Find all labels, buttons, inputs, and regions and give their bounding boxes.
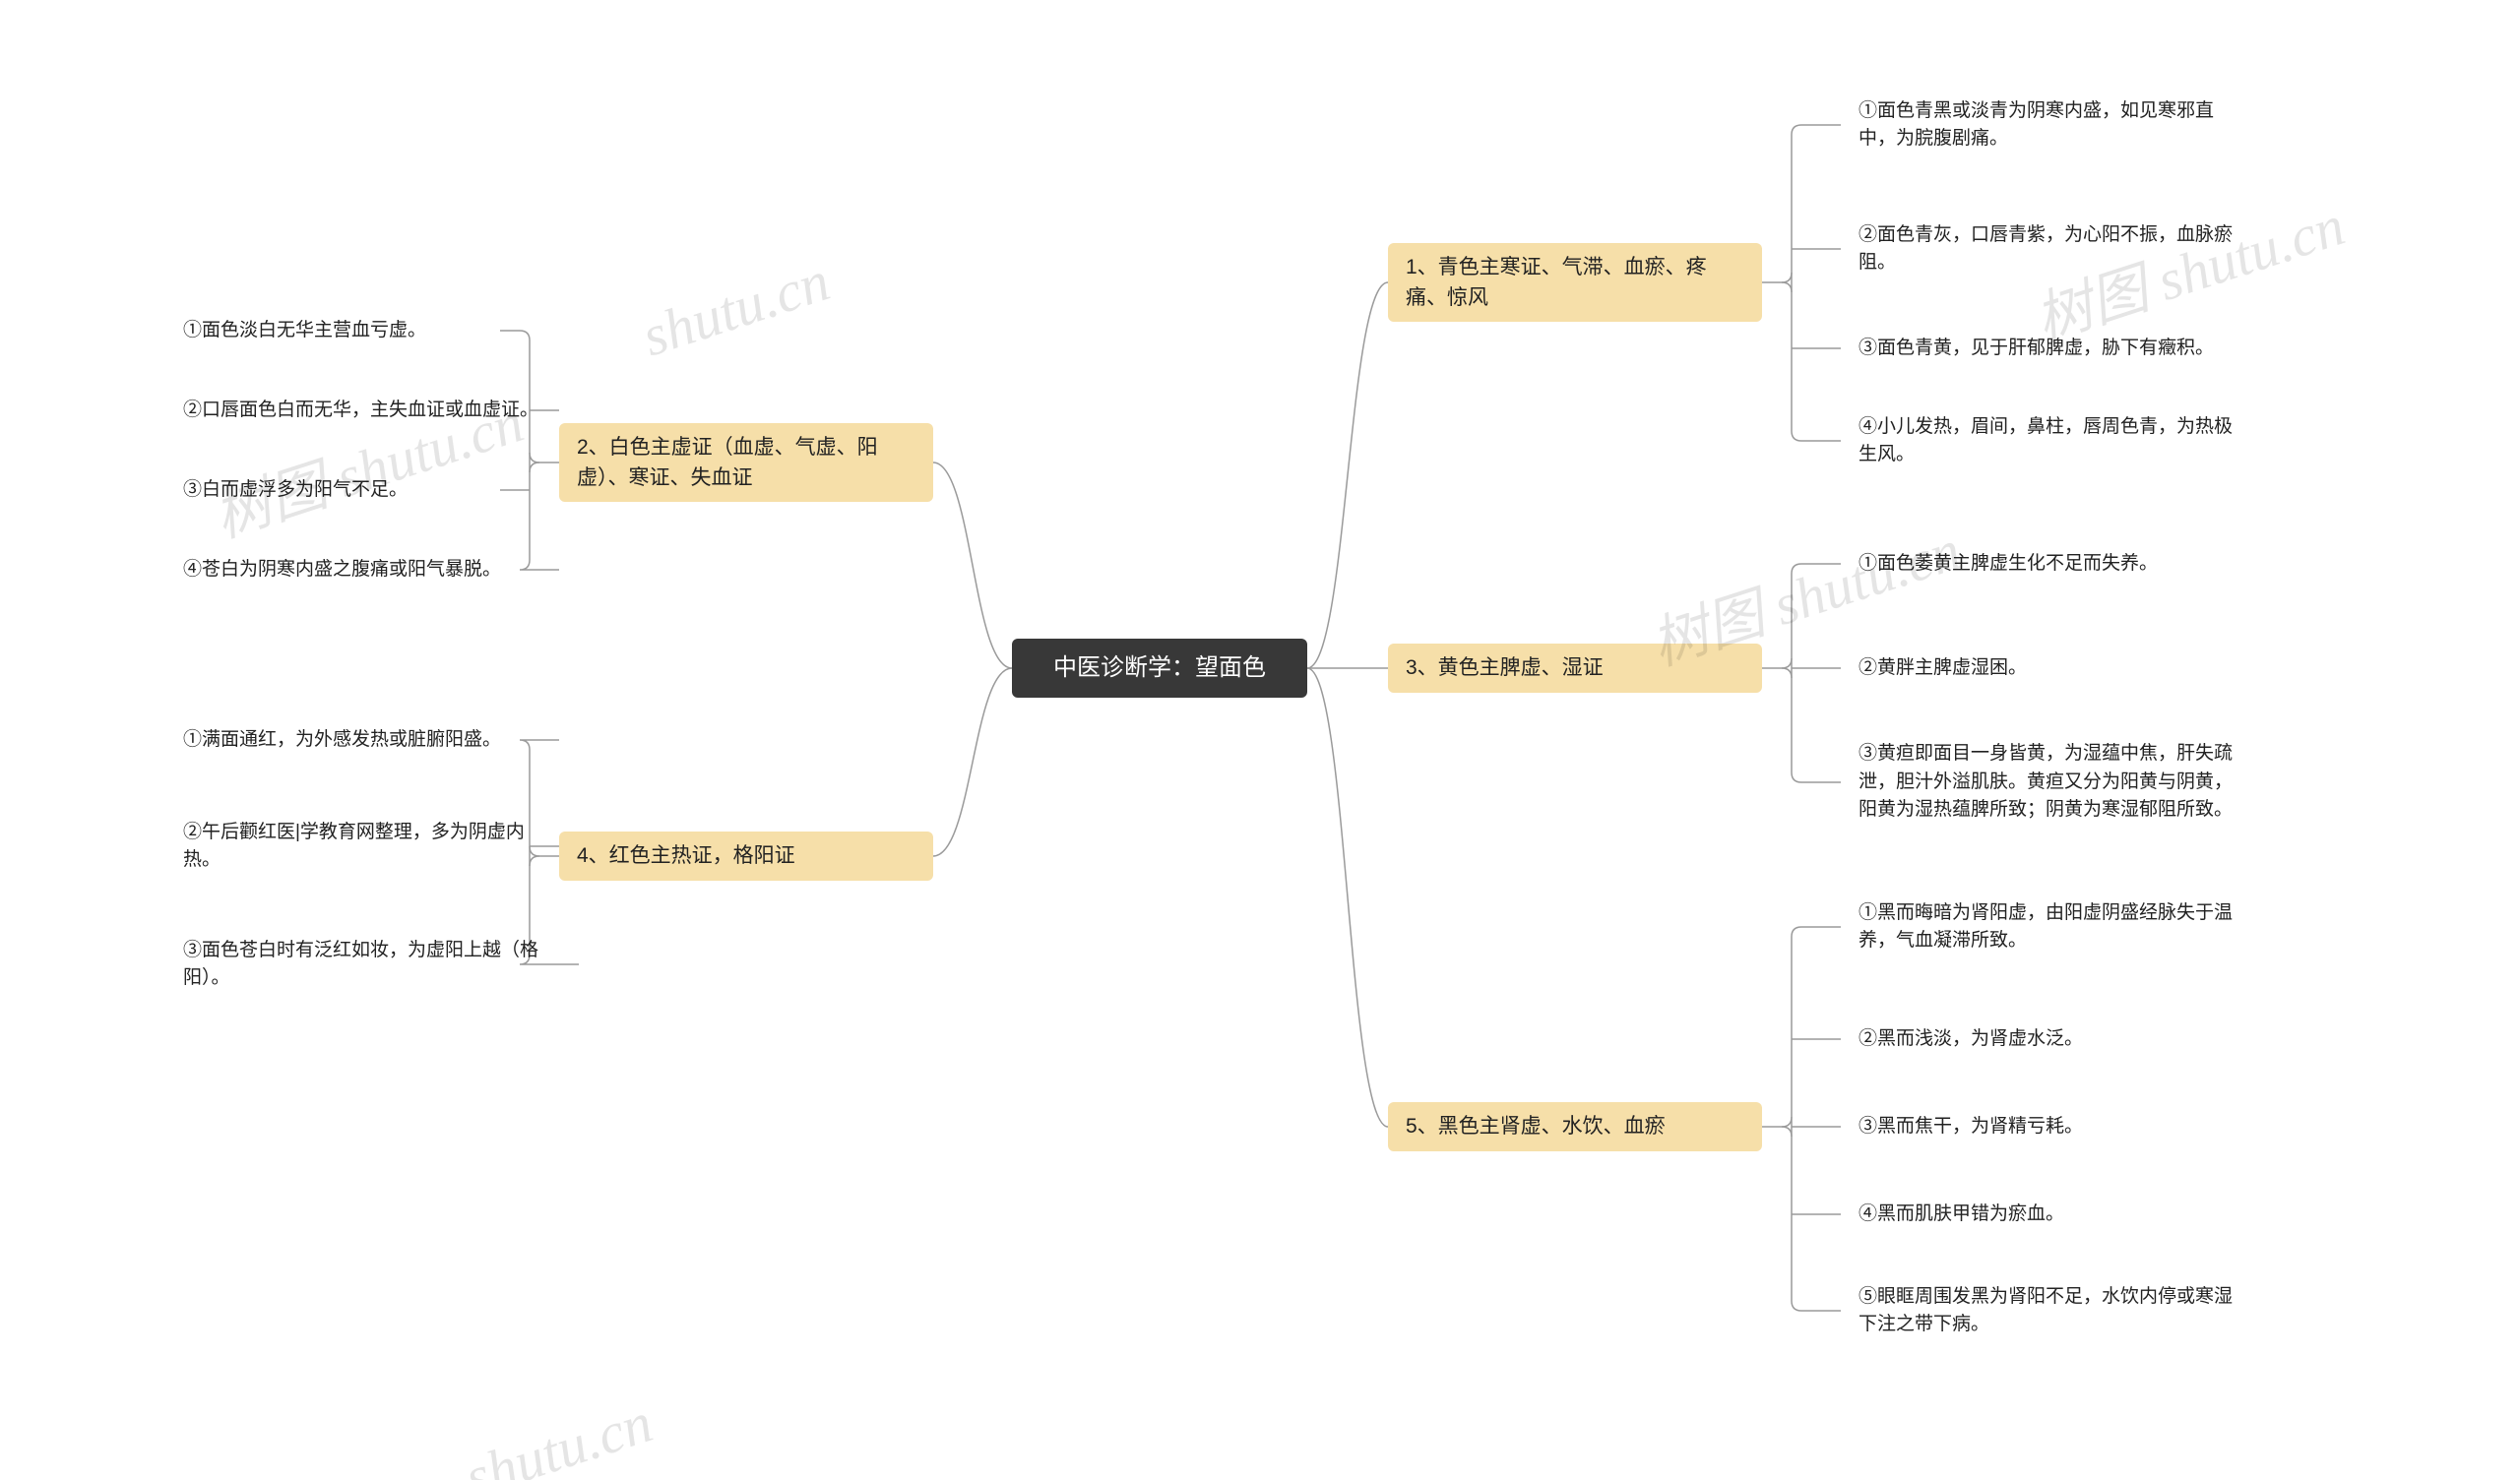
branch-b1[interactable]: 1、青色主寒证、气滞、血瘀、疼痛、惊风 bbox=[1388, 243, 1762, 322]
leaf-b5l2[interactable]: ②黑而浅淡，为肾虚水泛。 bbox=[1841, 1021, 2264, 1057]
leaf-b1l2[interactable]: ②面色青灰，口唇青紫，为心阳不振，血脉瘀阻。 bbox=[1841, 219, 2264, 278]
leaf-b3l1[interactable]: ①面色萎黄主脾虚生化不足而失养。 bbox=[1841, 546, 2264, 582]
leaf-b2l4[interactable]: ④苍白为阴寒内盛之腹痛或阳气暴脱。 bbox=[165, 552, 559, 587]
leaf-b1l1[interactable]: ①面色青黑或淡青为阴寒内盛，如见寒邪直中，为脘腹剧痛。 bbox=[1841, 95, 2264, 154]
leaf-b2l2[interactable]: ②口唇面色白而无华，主失血证或血虚证。 bbox=[165, 393, 559, 428]
leaf-b4l1[interactable]: ①满面通红，为外感发热或脏腑阳盛。 bbox=[165, 722, 559, 758]
leaf-b5l1[interactable]: ①黑而晦暗为肾阳虚，由阳虚阴盛经脉失于温养，气血凝滞所致。 bbox=[1841, 897, 2264, 956]
watermark-4: shutu.cn bbox=[457, 1389, 660, 1480]
branch-b2[interactable]: 2、白色主虚证（血虚、气虚、阳虚）、寒证、失血证 bbox=[559, 423, 933, 502]
leaf-b1l4[interactable]: ④小儿发热，眉间，鼻柱，唇周色青，为热极生风。 bbox=[1841, 411, 2264, 470]
branch-b5[interactable]: 5、黑色主肾虚、水饮、血瘀 bbox=[1388, 1102, 1762, 1151]
leaf-b4l2[interactable]: ②午后颧红医|学教育网整理，多为阴虚内热。 bbox=[165, 817, 579, 876]
leaf-b3l3[interactable]: ③黄疸即面目一身皆黄，为湿蕴中焦，肝失疏泄，胆汁外溢肌肤。黄疸又分为阳黄与阴黄，… bbox=[1841, 733, 2264, 832]
leaf-b5l5[interactable]: ⑤眼眶周围发黑为肾阳不足，水饮内停或寒湿下注之带下病。 bbox=[1841, 1281, 2264, 1340]
leaf-b5l4[interactable]: ④黑而肌肤甲错为瘀血。 bbox=[1841, 1197, 2264, 1232]
branch-b3[interactable]: 3、黄色主脾虚、湿证 bbox=[1388, 644, 1762, 693]
leaf-b1l3[interactable]: ③面色青黄，见于肝郁脾虚，胁下有癥积。 bbox=[1841, 331, 2264, 366]
leaf-b3l2[interactable]: ②黄胖主脾虚湿困。 bbox=[1841, 650, 2264, 686]
root-node[interactable]: 中医诊断学：望面色 bbox=[1012, 639, 1307, 698]
leaf-b2l3[interactable]: ③白而虚浮多为阳气不足。 bbox=[165, 472, 500, 508]
branch-b4[interactable]: 4、红色主热证，格阳证 bbox=[559, 832, 933, 881]
watermark-1: shutu.cn bbox=[634, 248, 837, 370]
leaf-b2l1[interactable]: ①面色淡白无华主营血亏虚。 bbox=[165, 313, 500, 348]
leaf-b5l3[interactable]: ③黑而焦干，为肾精亏耗。 bbox=[1841, 1109, 2264, 1144]
leaf-b4l3[interactable]: ③面色苍白时有泛红如妆，为虚阳上越（格阳）。 bbox=[165, 935, 579, 994]
